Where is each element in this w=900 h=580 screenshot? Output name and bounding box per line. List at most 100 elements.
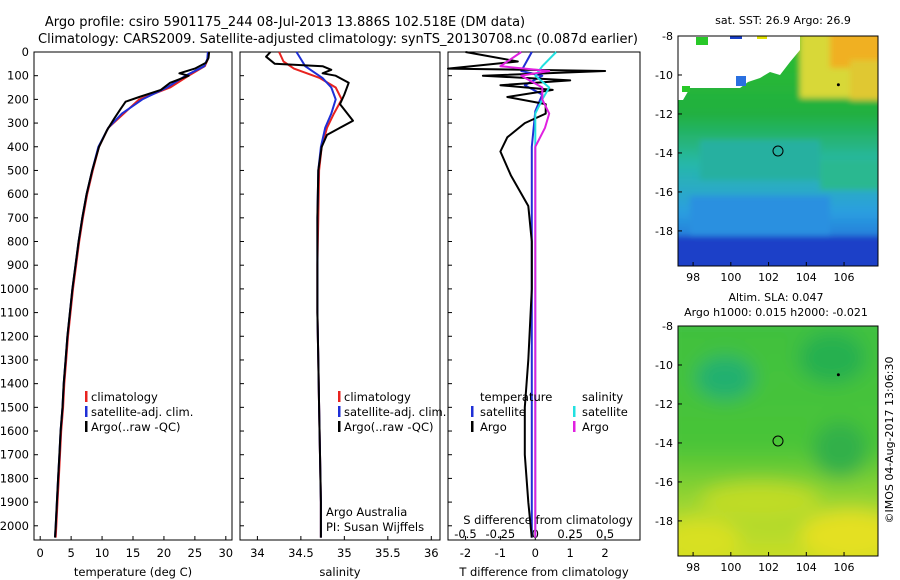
title-line-1: Argo profile: csiro 5901175_244 08-Jul-2… xyxy=(45,15,525,30)
legend-swatch-climatology xyxy=(338,391,341,402)
y-tick-label: 800 xyxy=(7,235,29,249)
imos-credit: ©IMOS 04-Aug-2017 13:06:30 xyxy=(883,357,896,524)
y-tick-label: 500 xyxy=(7,163,29,177)
legend-swatch-t-argo xyxy=(471,421,474,432)
map-y-tick-label: -12 xyxy=(655,398,673,411)
x-tick-label: 34 xyxy=(250,546,265,560)
y-tick-label: 1600 xyxy=(0,424,29,438)
legend-swatch-argo xyxy=(338,421,341,432)
map-x-tick-label: 106 xyxy=(834,561,855,574)
legend-swatch-s-argo xyxy=(573,421,576,432)
x-tick-label: 20 xyxy=(157,546,172,560)
island-dot xyxy=(836,83,840,87)
difference-legend: temperature satellite Argo salinity sate… xyxy=(463,390,633,527)
profile-location-marker xyxy=(772,145,784,157)
legend-label-t-argo: Argo xyxy=(480,420,507,434)
legend-label-satellite: satellite-adj. clim. xyxy=(344,405,446,419)
profile-location-marker xyxy=(772,435,784,447)
map-x-tick-label: 100 xyxy=(720,271,741,284)
map-y-tick-label: -10 xyxy=(655,69,673,82)
series-line-argo xyxy=(54,51,211,538)
y-tick-label: 2000 xyxy=(0,519,29,533)
x-axis-label: temperature (deg C) xyxy=(74,565,192,579)
salinity-legend: climatology satellite-adj. clim. Argo(..… xyxy=(326,390,446,534)
x-axis-label: salinity xyxy=(319,565,360,579)
x-tick-label: 0 xyxy=(532,546,539,560)
y-tick-label: 1100 xyxy=(0,306,29,320)
y-tick-label: 600 xyxy=(7,187,29,201)
y-tick-label: 0 xyxy=(22,45,29,59)
legend-swatch-t-satellite xyxy=(471,406,474,417)
map-y-tick-label: -14 xyxy=(655,147,673,160)
sla-map-title-2: Argo h1000: 0.015 h2000: -0.021 xyxy=(684,306,868,319)
legend-label-climatology: climatology xyxy=(91,390,158,404)
map-x-tick-label: 102 xyxy=(758,271,779,284)
legend-label-t-satellite: satellite xyxy=(480,405,526,419)
map-x-tick-label: 102 xyxy=(758,561,779,574)
plot-frame xyxy=(447,51,641,541)
temperature-panel: 0100200300400500600700800900100011001200… xyxy=(0,45,233,579)
plot-frame xyxy=(239,51,441,541)
series-line-climatology xyxy=(54,51,210,538)
legend-swatch-argo xyxy=(85,421,88,432)
legend-swatch-satellite xyxy=(85,406,88,417)
map-x-tick-label: 98 xyxy=(686,561,700,574)
y-tick-label: 1900 xyxy=(0,495,29,509)
map-y-tick-label: -18 xyxy=(655,225,673,238)
map-x-tick-label: 104 xyxy=(796,561,817,574)
x-tick-label: 36 xyxy=(424,546,439,560)
y-tick-label: 1800 xyxy=(0,471,29,485)
temperature-legend: climatology satellite-adj. clim. Argo(..… xyxy=(85,390,193,434)
map-x-tick-label: 100 xyxy=(720,561,741,574)
x-top-tick-label: -0.5 xyxy=(454,527,476,541)
sst-map xyxy=(678,36,878,266)
y-tick-label: 900 xyxy=(7,258,29,272)
x-tick-label: 2 xyxy=(601,546,608,560)
y-tick-label: 100 xyxy=(7,69,29,83)
series-line-argo xyxy=(265,51,354,538)
x-tick-label: 30 xyxy=(218,546,233,560)
x-tick-label: 15 xyxy=(126,546,141,560)
legend-label-s-argo: Argo xyxy=(582,420,609,434)
sst-map-title: sat. SST: 26.9 Argo: 26.9 xyxy=(715,14,851,27)
map-y-tick-label: -8 xyxy=(662,30,673,43)
y-tick-label: 400 xyxy=(7,140,29,154)
series-line-satellite-adj-clim- xyxy=(295,51,337,538)
legend-label-satellite: satellite-adj. clim. xyxy=(91,405,193,419)
sla-map xyxy=(678,326,878,556)
x-tick-label: -2 xyxy=(460,546,471,560)
annotation-institution: Argo Australia xyxy=(326,505,407,519)
y-tick-label: 1300 xyxy=(0,353,29,367)
map-x-tick-label: 104 xyxy=(796,271,817,284)
y-tick-label: 1400 xyxy=(0,377,29,391)
legend-swatch-climatology xyxy=(85,391,88,402)
x-tick-label: 5 xyxy=(67,546,74,560)
legend-label-climatology: climatology xyxy=(344,390,411,404)
map-x-tick-label: 98 xyxy=(686,271,700,284)
x-tick-label: 34.5 xyxy=(288,546,314,560)
legend-label-s-satellite: satellite xyxy=(582,405,628,419)
sst-map-frame xyxy=(677,35,879,267)
legend-label-argo: Argo(..raw -QC) xyxy=(91,420,181,434)
x-tick-label: -1 xyxy=(495,546,506,560)
x-tick-label: 1 xyxy=(567,546,574,560)
map-y-tick-label: -18 xyxy=(655,515,673,528)
x-tick-label: 35.5 xyxy=(375,546,401,560)
legend-label-argo: Argo(..raw -QC) xyxy=(344,420,434,434)
title-line-2: Climatology: CARS2009. Satellite-adjuste… xyxy=(38,32,638,47)
legend-title-salinity: salinity xyxy=(582,390,623,404)
series-line-s-argo xyxy=(499,51,551,538)
y-tick-label: 300 xyxy=(7,116,29,130)
sla-map-axes: 98 100 102 104 106 -8 -10 -12 -14 -16 -18 xyxy=(655,320,855,574)
x-tick-label: 35 xyxy=(337,546,352,560)
sst-map-axes: 98 100 102 104 106 -8 -10 -12 -14 -16 -18 xyxy=(655,30,855,284)
annotation-pi: PI: Susan Wijffels xyxy=(326,520,424,534)
legend-swatch-satellite xyxy=(338,406,341,417)
y-tick-label: 700 xyxy=(7,211,29,225)
map-y-tick-label: -14 xyxy=(655,437,673,450)
plot-frame xyxy=(33,51,233,541)
x-top-tick-label: 0.5 xyxy=(596,527,614,541)
map-y-tick-label: -16 xyxy=(655,476,673,489)
map-y-tick-label: -10 xyxy=(655,359,673,372)
